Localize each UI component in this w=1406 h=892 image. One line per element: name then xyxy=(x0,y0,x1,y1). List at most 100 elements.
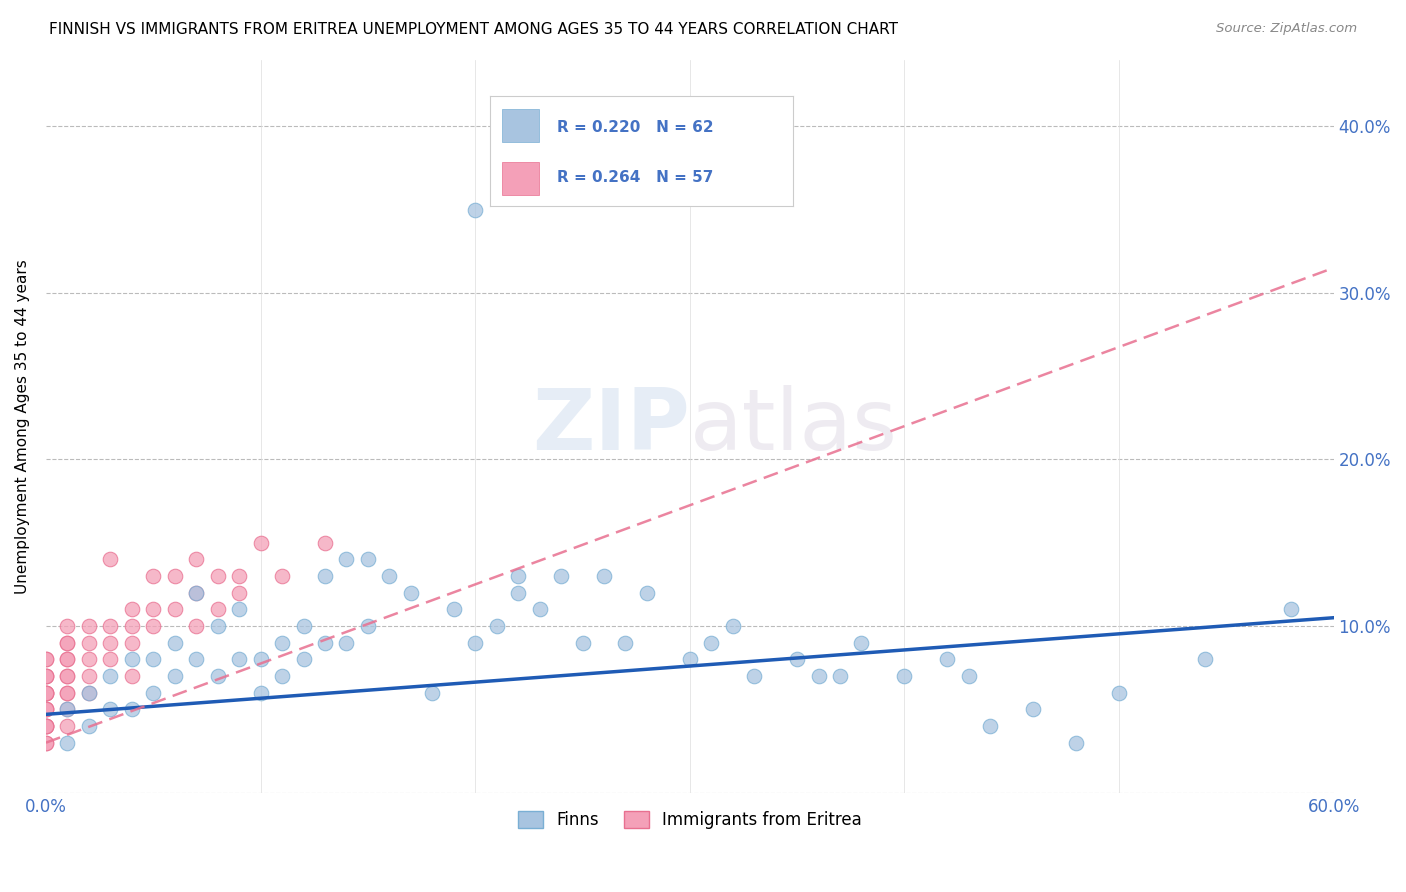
Point xyxy=(35,652,58,666)
Point xyxy=(121,652,143,666)
Point xyxy=(77,686,100,700)
Point xyxy=(35,719,58,733)
Legend: Finns, Immigrants from Eritrea: Finns, Immigrants from Eritrea xyxy=(512,804,869,836)
Point xyxy=(35,702,58,716)
Point xyxy=(35,669,58,683)
Point xyxy=(142,602,165,616)
Point xyxy=(77,719,100,733)
Point xyxy=(249,535,271,549)
Point xyxy=(77,669,100,683)
Point xyxy=(35,736,58,750)
Point xyxy=(142,686,165,700)
Point xyxy=(721,619,744,633)
Point xyxy=(98,702,121,716)
Point xyxy=(98,636,121,650)
Point xyxy=(186,585,208,599)
Point xyxy=(443,602,465,616)
Point xyxy=(700,636,723,650)
Point xyxy=(142,652,165,666)
Text: ZIP: ZIP xyxy=(531,384,690,467)
Point xyxy=(207,569,229,583)
Point xyxy=(807,669,830,683)
Point xyxy=(1064,736,1087,750)
Point xyxy=(335,636,357,650)
Point xyxy=(1108,686,1130,700)
Point xyxy=(207,669,229,683)
Point xyxy=(679,652,702,666)
Text: atlas: atlas xyxy=(690,384,898,467)
Point xyxy=(56,619,79,633)
Point xyxy=(98,552,121,566)
Point xyxy=(163,669,186,683)
Point xyxy=(636,585,658,599)
Point xyxy=(271,569,294,583)
Point xyxy=(163,602,186,616)
Point xyxy=(828,669,851,683)
Point xyxy=(186,619,208,633)
Point xyxy=(420,686,443,700)
Point xyxy=(35,719,58,733)
Point xyxy=(56,652,79,666)
Point xyxy=(357,619,380,633)
Point xyxy=(742,669,765,683)
Point xyxy=(98,652,121,666)
Point xyxy=(550,569,572,583)
Point xyxy=(228,602,250,616)
Point xyxy=(228,585,250,599)
Point xyxy=(851,636,873,650)
Point xyxy=(56,669,79,683)
Point xyxy=(35,702,58,716)
Point xyxy=(314,636,336,650)
Point xyxy=(35,702,58,716)
Y-axis label: Unemployment Among Ages 35 to 44 years: Unemployment Among Ages 35 to 44 years xyxy=(15,259,30,593)
Point xyxy=(485,619,508,633)
Point xyxy=(121,669,143,683)
Point xyxy=(56,686,79,700)
Point xyxy=(186,585,208,599)
Point xyxy=(186,552,208,566)
Point xyxy=(893,669,915,683)
Point xyxy=(335,552,357,566)
Point xyxy=(508,585,530,599)
Point xyxy=(35,719,58,733)
Point xyxy=(936,652,959,666)
Point xyxy=(378,569,401,583)
Point xyxy=(35,686,58,700)
Point xyxy=(56,669,79,683)
Point xyxy=(35,719,58,733)
Point xyxy=(77,636,100,650)
Point xyxy=(56,736,79,750)
Point xyxy=(35,736,58,750)
Point xyxy=(292,652,315,666)
Point xyxy=(142,569,165,583)
Point xyxy=(56,636,79,650)
Point xyxy=(1279,602,1302,616)
Point xyxy=(121,602,143,616)
Point xyxy=(142,619,165,633)
Point xyxy=(56,652,79,666)
Point xyxy=(77,652,100,666)
Point xyxy=(249,652,271,666)
Point xyxy=(571,636,593,650)
Point xyxy=(399,585,422,599)
Point xyxy=(98,619,121,633)
Point xyxy=(35,686,58,700)
Point xyxy=(77,619,100,633)
Point xyxy=(35,652,58,666)
Point xyxy=(614,636,637,650)
Point xyxy=(56,636,79,650)
Point xyxy=(529,602,551,616)
Point xyxy=(271,636,294,650)
Point xyxy=(35,669,58,683)
Point xyxy=(292,619,315,633)
Point xyxy=(121,702,143,716)
Point xyxy=(979,719,1001,733)
Point xyxy=(121,636,143,650)
Point xyxy=(207,619,229,633)
Point xyxy=(249,686,271,700)
Point xyxy=(56,719,79,733)
Point xyxy=(56,702,79,716)
Point xyxy=(207,602,229,616)
Point xyxy=(314,569,336,583)
Point xyxy=(957,669,980,683)
